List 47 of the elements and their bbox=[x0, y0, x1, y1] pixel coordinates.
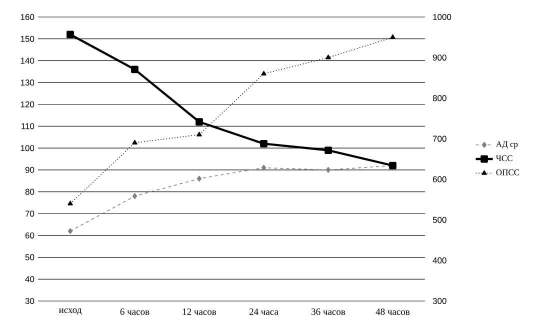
point bbox=[326, 166, 331, 173]
legend-label: АД ср bbox=[496, 141, 518, 149]
y-tick-label: 50 bbox=[25, 254, 34, 260]
y-tick-label: 60 bbox=[25, 232, 34, 238]
y-tick-label: 140 bbox=[20, 58, 34, 64]
point bbox=[390, 34, 396, 39]
x-tick-label: 36 часов bbox=[312, 308, 346, 315]
y-tick-label: 130 bbox=[20, 80, 34, 86]
y-tick-label: 70 bbox=[25, 210, 34, 217]
point bbox=[196, 118, 203, 126]
point bbox=[324, 146, 332, 154]
point bbox=[196, 176, 202, 182]
point bbox=[132, 140, 138, 144]
x-tick-label: 48 часов bbox=[376, 308, 410, 315]
point bbox=[261, 70, 266, 76]
y2-tick-label: 600 bbox=[432, 176, 446, 182]
x-tick-label: 24 часа bbox=[249, 308, 278, 315]
y-tick-label: 90 bbox=[25, 166, 34, 173]
point bbox=[131, 66, 138, 74]
point bbox=[260, 140, 268, 148]
y-tick-label: 100 bbox=[20, 145, 34, 152]
y-tick-label: 150 bbox=[20, 36, 34, 42]
point bbox=[132, 193, 138, 200]
y-tick-label: 160 bbox=[20, 14, 34, 20]
point bbox=[196, 132, 202, 136]
y2-tick-label: 300 bbox=[432, 298, 446, 304]
point bbox=[326, 54, 331, 60]
point bbox=[261, 164, 266, 171]
x-tick-label: исход bbox=[58, 308, 82, 315]
y-tick-label: 40 bbox=[25, 276, 34, 282]
y2-tick-label: 800 bbox=[432, 95, 446, 102]
y2-tick-label: 700 bbox=[432, 136, 446, 142]
y-tick-label: 120 bbox=[20, 101, 34, 108]
y-tick-label: 80 bbox=[25, 188, 34, 195]
x-tick-label: 6 часов bbox=[120, 308, 150, 315]
y2-tick-label: 900 bbox=[432, 54, 446, 61]
point bbox=[68, 228, 73, 234]
y2-tick-label: 500 bbox=[432, 216, 446, 223]
point bbox=[68, 200, 73, 206]
y-tick-label: 30 bbox=[25, 298, 34, 304]
x-tick-label: 12 часов bbox=[182, 308, 216, 315]
point bbox=[66, 30, 74, 38]
legend-label: ЧСС bbox=[496, 155, 512, 162]
y-tick-label: 110 bbox=[22, 123, 34, 130]
y2-tick-label: 1000 bbox=[433, 14, 452, 20]
y2-tick-label: 400 bbox=[432, 257, 446, 264]
legend-label: ОПСС bbox=[496, 170, 520, 176]
